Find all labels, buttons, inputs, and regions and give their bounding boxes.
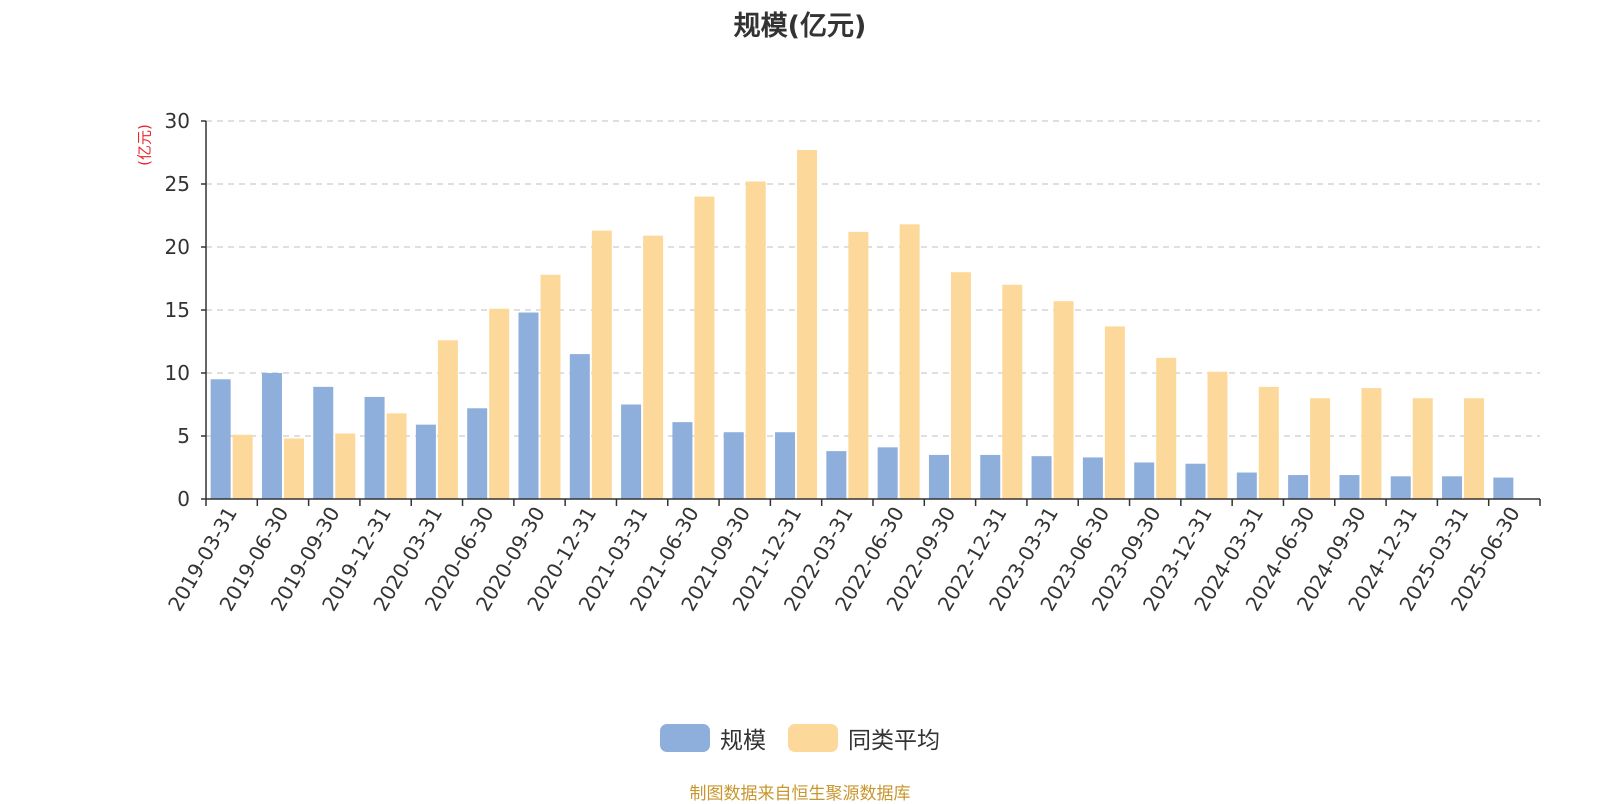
bar-series-2[interactable] bbox=[283, 438, 304, 499]
bar-series-2[interactable] bbox=[1361, 388, 1382, 499]
bar-series-2[interactable] bbox=[899, 224, 920, 499]
bar-series-1[interactable] bbox=[621, 404, 642, 500]
bar-series-2[interactable] bbox=[437, 340, 458, 499]
legend: 规模 同类平均 bbox=[0, 721, 1600, 755]
bar-series-1[interactable] bbox=[1442, 476, 1463, 499]
bar-series-1[interactable] bbox=[1134, 462, 1155, 499]
bar-series-1[interactable] bbox=[1185, 463, 1206, 499]
bar-series-2[interactable] bbox=[489, 308, 510, 499]
bar-series-1[interactable] bbox=[928, 454, 949, 499]
bar-series-1[interactable] bbox=[877, 447, 898, 499]
bar-series-2[interactable] bbox=[1258, 386, 1279, 499]
bar-series-2[interactable] bbox=[591, 230, 612, 499]
legend-label-series-2: 同类平均 bbox=[848, 728, 940, 754]
bar-series-2[interactable] bbox=[1412, 398, 1433, 499]
bar-series-1[interactable] bbox=[1082, 457, 1103, 499]
bar-series-1[interactable] bbox=[415, 424, 436, 499]
legend-item-series-1[interactable]: 规模 bbox=[660, 721, 766, 755]
bar-series-1[interactable] bbox=[364, 396, 385, 499]
bar-series-2[interactable] bbox=[1156, 357, 1177, 499]
bar-series-1[interactable] bbox=[980, 454, 1001, 499]
source-note: 制图数据来自恒生聚源数据库 bbox=[689, 784, 911, 804]
bar-series-1[interactable] bbox=[672, 422, 693, 499]
legend-swatch-series-2 bbox=[788, 724, 838, 752]
legend-label-series-1: 规模 bbox=[720, 728, 766, 754]
bar-series-2[interactable] bbox=[694, 196, 715, 499]
bars bbox=[210, 149, 1514, 500]
bar-series-2[interactable] bbox=[540, 274, 561, 499]
bar-series-1[interactable] bbox=[826, 451, 847, 499]
bar-series-2[interactable] bbox=[1053, 301, 1074, 499]
y-tick-label: 20 bbox=[165, 235, 190, 259]
y-axis-label: (亿元) bbox=[136, 124, 154, 166]
legend-item-series-2[interactable]: 同类平均 bbox=[788, 721, 940, 755]
bar-series-2[interactable] bbox=[1207, 371, 1228, 499]
y-tick-label: 25 bbox=[165, 172, 190, 196]
bar-series-2[interactable] bbox=[1464, 398, 1485, 499]
bar-series-2[interactable] bbox=[386, 413, 407, 499]
bar-series-1[interactable] bbox=[1390, 476, 1411, 499]
bar-series-2[interactable] bbox=[1310, 398, 1331, 499]
bar-series-1[interactable] bbox=[569, 354, 590, 499]
bar-series-1[interactable] bbox=[1339, 475, 1360, 499]
bar-series-1[interactable] bbox=[518, 312, 539, 499]
bar-series-1[interactable] bbox=[1031, 456, 1052, 499]
y-tick-label: 30 bbox=[165, 109, 190, 133]
bar-series-2[interactable] bbox=[745, 181, 766, 500]
y-tick-label: 0 bbox=[177, 487, 190, 511]
legend-swatch-series-1 bbox=[660, 724, 710, 752]
bar-series-1[interactable] bbox=[723, 432, 744, 499]
bar-series-2[interactable] bbox=[643, 235, 664, 499]
bar-series-2[interactable] bbox=[335, 433, 356, 499]
y-tick-label: 10 bbox=[165, 361, 190, 385]
bar-series-1[interactable] bbox=[1493, 477, 1514, 499]
bar-series-2[interactable] bbox=[950, 272, 971, 499]
bar-series-1[interactable] bbox=[467, 408, 488, 499]
bar-series-1[interactable] bbox=[775, 432, 796, 499]
bar-series-2[interactable] bbox=[848, 231, 869, 499]
bar-series-2[interactable] bbox=[797, 149, 818, 500]
chart-title: 规模(亿元) bbox=[733, 11, 867, 42]
y-tick-label: 15 bbox=[165, 298, 190, 322]
grid-lines bbox=[206, 120, 1540, 437]
bar-series-1[interactable] bbox=[1236, 472, 1257, 499]
bar-series-2[interactable] bbox=[232, 434, 253, 499]
bar-series-2[interactable] bbox=[1104, 326, 1125, 499]
y-tick-label: 5 bbox=[177, 424, 190, 448]
bar-series-1[interactable] bbox=[261, 373, 282, 499]
bar-series-1[interactable] bbox=[1288, 475, 1309, 499]
bar-series-1[interactable] bbox=[313, 386, 334, 499]
bar-series-2[interactable] bbox=[1002, 284, 1023, 499]
bar-series-1[interactable] bbox=[210, 379, 231, 499]
